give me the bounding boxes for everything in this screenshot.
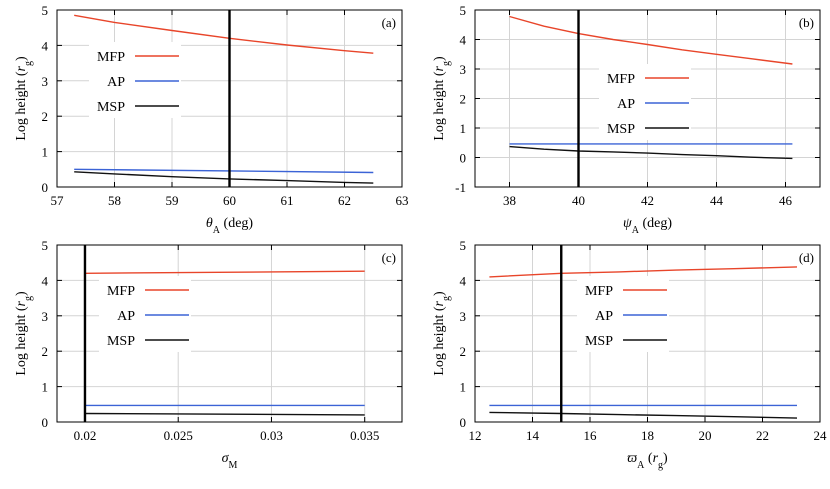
- x-tick-label: 14: [526, 428, 540, 443]
- legend-label-mfp: MFP: [607, 72, 635, 87]
- x-tick-label: 63: [396, 193, 409, 208]
- y-tick-label: 3: [42, 74, 49, 89]
- y-tick-label: 3: [42, 309, 49, 324]
- legend-label-mfp: MFP: [585, 284, 613, 299]
- y-tick-label: 3: [460, 309, 467, 324]
- y-tick-label: 4: [42, 38, 49, 53]
- y-tick-label: 4: [460, 273, 467, 288]
- x-tick-label: 16: [584, 428, 598, 443]
- x-axis-label: σM: [222, 451, 238, 471]
- y-tick-label: 5: [460, 238, 467, 253]
- x-tick-label: 40: [572, 193, 585, 208]
- y-tick-label: 1: [460, 121, 467, 136]
- y-tick-label: 3: [460, 62, 467, 77]
- y-tick-label: 2: [42, 109, 49, 124]
- y-tick-label: 2: [460, 92, 467, 107]
- series-line-mfp: [489, 266, 798, 278]
- y-tick-label: 1: [42, 145, 49, 160]
- legend-label-mfp: MFP: [107, 284, 135, 299]
- legend-label-msp: MSP: [107, 334, 135, 349]
- x-tick-label: 57: [51, 193, 65, 208]
- legend-label-msp: MSP: [585, 334, 613, 349]
- y-axis-label: Log height (rg): [14, 291, 34, 376]
- x-axis-label: ϖA (rg): [627, 451, 668, 471]
- x-tick-label: 61: [281, 193, 294, 208]
- y-tick-label: 5: [42, 3, 49, 18]
- series-line-ap: [74, 168, 374, 174]
- y-tick-label: 4: [460, 33, 467, 48]
- panel-label: (b): [799, 15, 814, 30]
- y-tick-label: 2: [42, 344, 49, 359]
- x-tick-label: 44: [710, 193, 724, 208]
- x-tick-label: 60: [223, 193, 236, 208]
- x-tick-label: 0.03: [260, 428, 283, 443]
- panel-b: MFP AP MSP 38 40 42 44 46 -1 0 1 2 3 4 5 (b) ψA (deg) Log…: [432, 3, 821, 236]
- x-tick-label: 46: [779, 193, 793, 208]
- legend-label-msp: MSP: [607, 122, 635, 137]
- x-tick-label: 20: [699, 428, 712, 443]
- legend-label-mfp: MFP: [97, 50, 125, 65]
- panel-label: (a): [382, 15, 396, 30]
- legend-label-ap: AP: [117, 309, 135, 324]
- x-tick-label: 42: [641, 193, 654, 208]
- x-tick-label: 38: [503, 193, 516, 208]
- x-tick-label: 18: [641, 428, 654, 443]
- x-tick-label: 59: [166, 193, 179, 208]
- y-tick-label: 2: [460, 344, 467, 359]
- series-line-mfp: [84, 270, 365, 274]
- panel-label: (c): [382, 250, 396, 265]
- y-tick-label: 5: [460, 3, 467, 18]
- y-axis-label: Log height (rg): [432, 291, 452, 376]
- x-tick-label: 58: [108, 193, 121, 208]
- y-axis-label: Log height (rg): [432, 56, 452, 141]
- legend-label-msp: MSP: [97, 100, 125, 115]
- y-tick-label: 0: [42, 415, 49, 430]
- y-axis-label: Log height (rg): [14, 56, 34, 141]
- plot-frame: [56, 244, 403, 423]
- x-tick-label: 0.025: [164, 428, 193, 443]
- panel-a: MFP AP MSP 57 58 59 60 61 62 63 0 1 2 3 4 5 (a) θA (deg) L…: [14, 3, 409, 236]
- legend-label-ap: AP: [617, 97, 635, 112]
- y-tick-label: 1: [42, 380, 49, 395]
- series-line-msp: [84, 412, 365, 416]
- x-tick-label: 0.035: [350, 428, 379, 443]
- x-tick-label: 12: [469, 428, 482, 443]
- panel-c: MFP AP MSP 0.02 0.025 0.03 0.035 0 1 2 3 4 5 (c) σM Log…: [14, 238, 403, 471]
- x-axis-label: θA (deg): [206, 216, 254, 236]
- x-tick-label: 62: [338, 193, 351, 208]
- legend-label-ap: AP: [107, 75, 125, 90]
- x-axis-label: ψA (deg): [623, 216, 672, 236]
- x-tick-label: 24: [814, 428, 828, 443]
- y-tick-label: 0: [460, 415, 467, 430]
- legend-label-ap: AP: [595, 309, 613, 324]
- series-line-msp: [509, 145, 793, 160]
- y-tick-label: 0: [42, 180, 49, 195]
- y-tick-label: 4: [42, 273, 49, 288]
- x-tick-label: 22: [756, 428, 769, 443]
- x-tick-label: 0.02: [74, 428, 97, 443]
- y-tick-label: -1: [455, 180, 466, 195]
- series-line-msp: [489, 411, 798, 419]
- series-line-msp: [74, 171, 374, 184]
- y-tick-label: 0: [460, 151, 467, 166]
- series-line-mfp: [509, 15, 793, 65]
- y-tick-label: 5: [42, 238, 49, 253]
- panel-label: (d): [799, 250, 814, 265]
- y-tick-label: 1: [460, 380, 467, 395]
